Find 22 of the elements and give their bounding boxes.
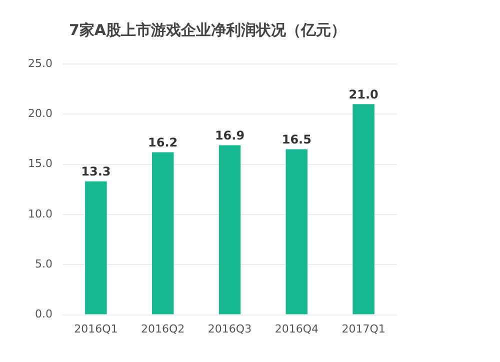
bar [85,181,107,314]
x-tick-label: 2016Q1 [74,322,118,336]
bar [352,104,374,314]
y-tick-label: 20.0 [28,107,52,120]
x-tick-label: 2016Q4 [274,322,318,336]
data-label: 16.9 [214,128,245,142]
x-tick-label: 2016Q2 [141,322,185,336]
data-label: 13.3 [81,164,111,178]
y-tick-label: 10.0 [28,207,52,220]
y-tick-label: 5.0 [34,258,52,270]
data-label: 21.0 [348,87,378,102]
bar [152,152,174,314]
data-label: 16.2 [148,135,178,150]
y-tick-label: 15.0 [28,157,52,170]
x-tick-label: 2016Q3 [208,322,252,336]
x-tick-label: 2017Q1 [342,322,386,336]
bar [218,145,241,314]
y-tick-label: 25.0 [28,56,52,70]
y-tick-label: 0.0 [34,308,52,321]
chart-title: 7家A股上市游戏企业净利润状况（亿元） [68,20,346,39]
bar [286,149,308,314]
data-label: 16.5 [282,132,312,146]
